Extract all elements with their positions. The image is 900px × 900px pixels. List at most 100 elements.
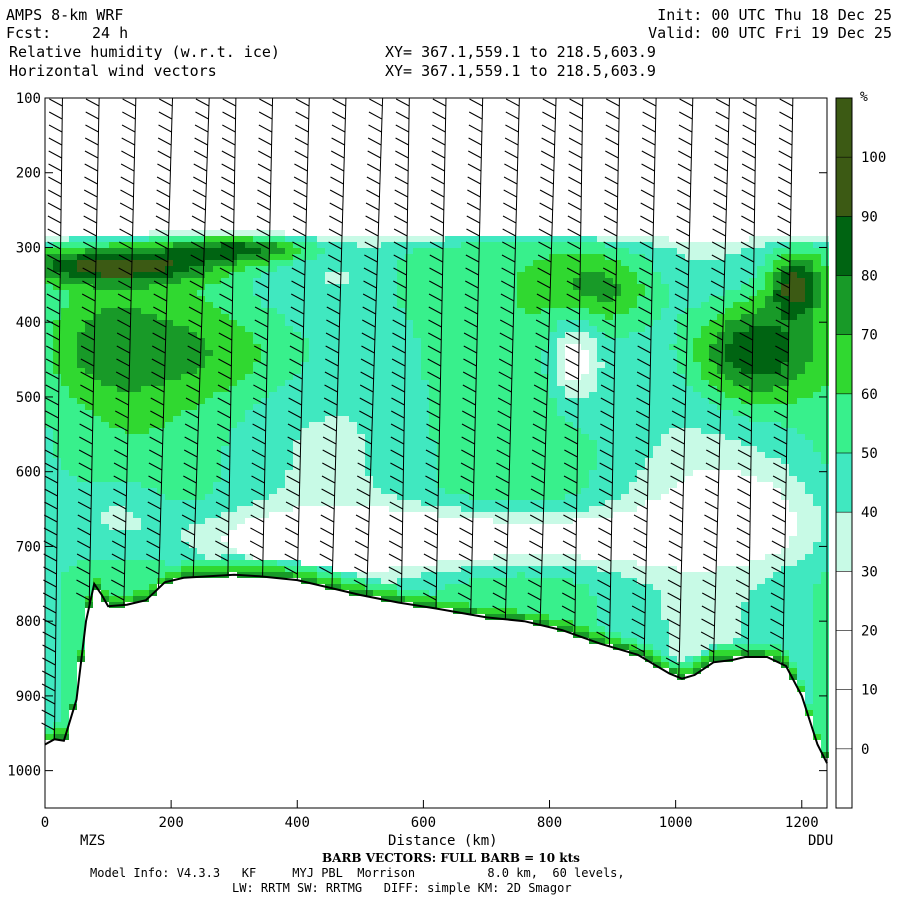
rh-cell	[629, 260, 637, 266]
rh-cell	[141, 380, 149, 386]
rh-cell	[93, 536, 101, 542]
rh-cell	[333, 332, 341, 338]
rh-cell	[149, 350, 157, 356]
rh-cell	[165, 278, 173, 284]
rh-cell	[461, 308, 469, 314]
rh-cell	[621, 242, 629, 248]
rh-cell	[197, 248, 205, 254]
rh-cell	[629, 302, 637, 308]
rh-cell	[269, 434, 277, 440]
rh-cell	[77, 536, 85, 542]
rh-cell	[605, 254, 613, 260]
rh-cell	[733, 290, 741, 296]
rh-cell	[325, 368, 333, 374]
rh-cell	[445, 374, 453, 380]
rh-cell	[285, 404, 293, 410]
rh-cell	[445, 410, 453, 416]
rh-cell	[813, 236, 821, 242]
rh-cell	[405, 236, 413, 242]
rh-cell	[253, 500, 261, 506]
rh-cell	[117, 476, 125, 482]
rh-cell	[485, 380, 493, 386]
rh-cell	[565, 518, 573, 524]
rh-cell	[501, 560, 509, 566]
rh-cell	[117, 458, 125, 464]
rh-cell	[621, 236, 629, 242]
rh-cell	[533, 494, 541, 500]
rh-cell	[221, 350, 229, 356]
rh-cell	[637, 344, 645, 350]
rh-cell	[413, 344, 421, 350]
rh-cell	[485, 386, 493, 392]
rh-cell	[245, 446, 253, 452]
rh-cell	[365, 500, 373, 506]
rh-cell	[621, 506, 629, 512]
rh-cell	[661, 440, 669, 446]
rh-cell	[117, 302, 125, 308]
rh-cell	[373, 308, 381, 314]
rh-cell	[157, 464, 165, 470]
rh-cell	[189, 236, 197, 242]
rh-cell	[605, 470, 613, 476]
rh-cell	[773, 464, 781, 470]
rh-cell	[237, 518, 245, 524]
rh-cell	[469, 344, 477, 350]
rh-cell	[461, 392, 469, 398]
rh-cell	[781, 446, 789, 452]
rh-cell	[149, 506, 157, 512]
rh-cell	[621, 410, 629, 416]
rh-cell	[541, 332, 549, 338]
rh-cell	[765, 362, 773, 368]
rh-cell	[221, 452, 229, 458]
rh-cell	[45, 446, 53, 452]
rh-cell	[421, 386, 429, 392]
rh-cell	[589, 386, 597, 392]
rh-cell	[133, 572, 141, 578]
rh-cell	[125, 470, 133, 476]
rh-cell	[557, 512, 565, 518]
rh-cell	[701, 410, 709, 416]
rh-cell	[293, 398, 301, 404]
rh-cell	[661, 332, 669, 338]
rh-cell	[325, 308, 333, 314]
rh-cell	[397, 410, 405, 416]
rh-cell	[693, 380, 701, 386]
rh-cell	[517, 572, 525, 578]
rh-cell	[693, 254, 701, 260]
rh-cell	[797, 386, 805, 392]
rh-cell	[373, 458, 381, 464]
rh-cell	[597, 278, 605, 284]
rh-cell	[293, 476, 301, 482]
rh-cell	[493, 458, 501, 464]
rh-cell	[173, 554, 181, 560]
rh-cell	[85, 320, 93, 326]
rh-cell	[317, 410, 325, 416]
rh-cell	[213, 326, 221, 332]
rh-cell	[45, 338, 53, 344]
rh-cell	[757, 398, 765, 404]
rh-cell	[701, 284, 709, 290]
rh-cell	[133, 326, 141, 332]
rh-cell	[565, 248, 573, 254]
rh-cell	[629, 272, 637, 278]
rh-cell	[509, 422, 517, 428]
rh-cell	[53, 476, 61, 482]
rh-cell	[61, 308, 69, 314]
rh-cell	[245, 398, 253, 404]
rh-cell	[149, 494, 157, 500]
rh-cell	[709, 458, 717, 464]
rh-cell	[357, 356, 365, 362]
rh-cell	[365, 416, 373, 422]
rh-cell	[165, 368, 173, 374]
rh-cell	[677, 260, 685, 266]
rh-cell	[93, 284, 101, 290]
rh-cell	[693, 278, 701, 284]
rh-cell	[581, 344, 589, 350]
rh-cell	[637, 578, 645, 584]
rh-cell	[45, 422, 53, 428]
rh-cell	[533, 248, 541, 254]
rh-cell	[293, 326, 301, 332]
rh-cell	[485, 374, 493, 380]
rh-cell	[613, 482, 621, 488]
rh-cell	[445, 398, 453, 404]
